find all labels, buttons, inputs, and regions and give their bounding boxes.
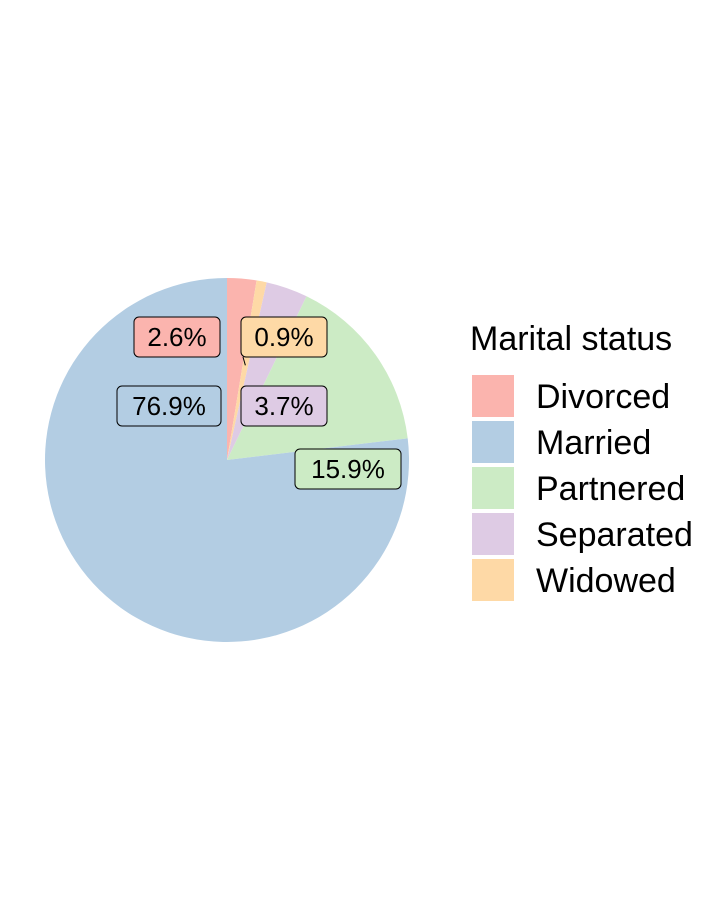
label-box	[240, 385, 328, 427]
label-text: 0.9%	[254, 322, 313, 352]
label-box	[133, 316, 221, 358]
legend-item-separated: Separated	[472, 513, 693, 555]
legend: Marital status Divorced Married Partnered S…	[470, 320, 693, 601]
label-box	[116, 385, 222, 427]
slice-label-separated: 3.7%	[240, 385, 328, 427]
legend-label: Widowed	[536, 562, 676, 600]
leader-line	[242, 356, 246, 366]
label-text: 76.9%	[132, 391, 206, 421]
legend-label: Separated	[536, 516, 693, 554]
label-text: 2.6%	[147, 322, 206, 352]
legend-swatch	[472, 559, 514, 601]
legend-title: Marital status	[470, 320, 672, 358]
legend-item-married: Married	[472, 421, 651, 463]
legend-swatch	[472, 375, 514, 417]
label-box	[240, 316, 328, 358]
label-text: 15.9%	[311, 454, 385, 484]
legend-item-widowed: Widowed	[472, 559, 676, 601]
legend-label: Married	[536, 424, 651, 462]
legend-swatch	[472, 513, 514, 555]
label-text: 3.7%	[254, 391, 313, 421]
slice-label-divorced: 2.6%	[133, 316, 221, 358]
legend-swatch	[472, 467, 514, 509]
slice-labels: 2.6% 0.9% 3.7% 15.9% 76.9%	[116, 316, 402, 490]
legend-label: Partnered	[536, 470, 685, 508]
slice-label-partnered: 15.9%	[294, 448, 402, 490]
legend-item-divorced: Divorced	[472, 375, 670, 417]
slice-label-widowed: 0.9%	[240, 316, 328, 366]
legend-item-partnered: Partnered	[472, 467, 685, 509]
label-box	[294, 448, 402, 490]
legend-label: Divorced	[536, 378, 670, 416]
slice-married	[44, 278, 409, 642]
legend-swatch	[472, 421, 514, 463]
slice-label-married: 76.9%	[116, 385, 222, 427]
